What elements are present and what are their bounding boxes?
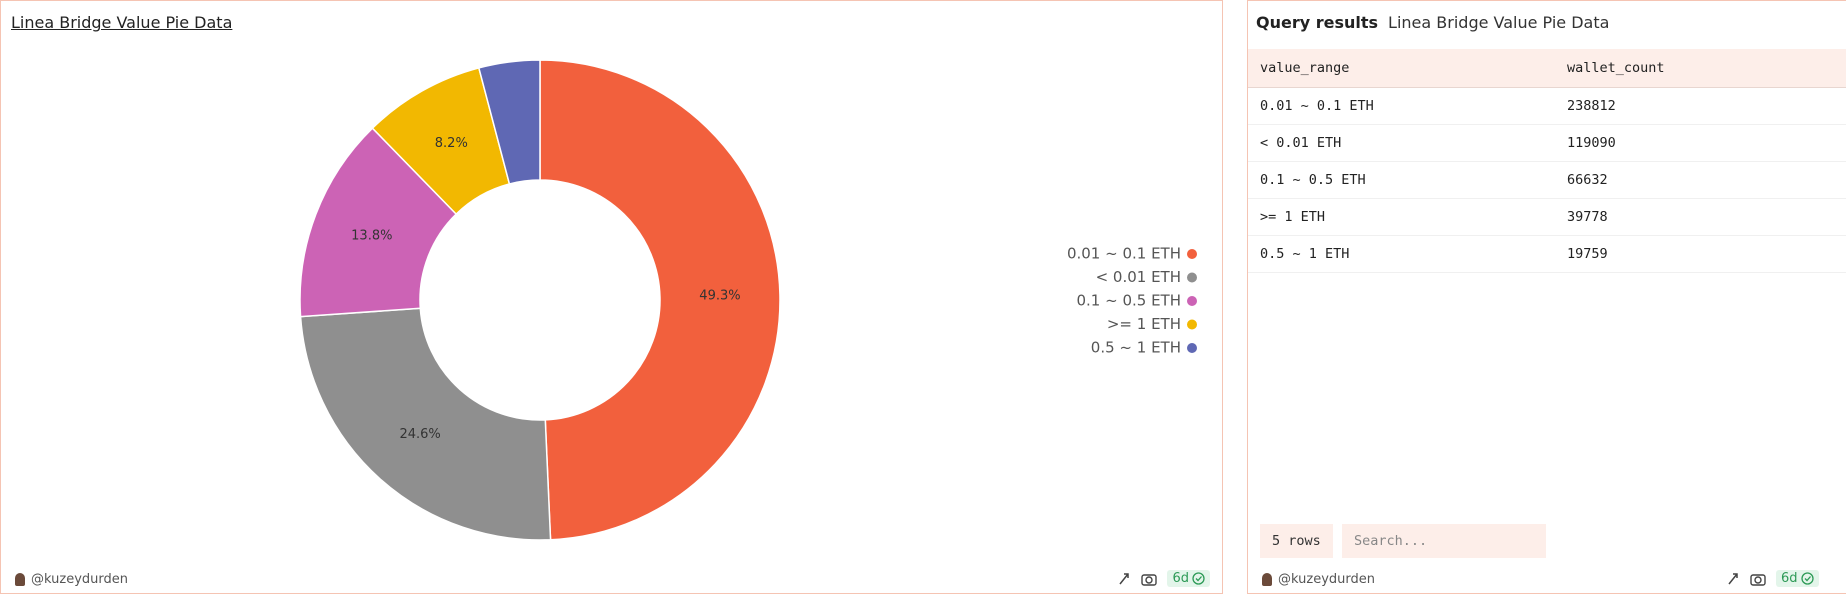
header-row: value_range wallet_count — [1248, 49, 1846, 88]
legend-swatch — [1187, 296, 1197, 306]
table-cell: 0.1 ~ 0.5 ETH — [1248, 161, 1566, 199]
query-heading: Query results — [1256, 13, 1379, 32]
legend-swatch — [1187, 249, 1197, 259]
author-name[interactable]: @kuzeydurden — [1278, 572, 1375, 587]
pie-slice — [539, 59, 781, 541]
chart: 49.3% 24.6% 13.8% 8.2% 0.01 ~ 0.1 ETH < 0.01 … — [299, 59, 1197, 541]
query-header: Query results Linea Bridge Value Pie Data — [1256, 13, 1609, 32]
author-name[interactable]: @kuzeydurden — [31, 572, 128, 587]
legend-swatch — [1187, 319, 1197, 330]
table-row: 0.5 ~ 1 ETH 19759 — [1248, 235, 1846, 273]
table-cell: < 0.01 ETH — [1248, 124, 1566, 162]
avatar — [1262, 573, 1272, 586]
footer-icons: 6d — [1726, 570, 1819, 587]
table-row: 0.01 ~ 0.1 ETH 238812 — [1248, 87, 1846, 125]
table-cell: 119090 — [1566, 124, 1846, 162]
age-badge[interactable]: 6d — [1167, 570, 1210, 587]
author[interactable]: @kuzeydurden — [1262, 572, 1375, 587]
author[interactable]: @kuzeydurden — [15, 572, 128, 587]
query-title: Linea Bridge Value Pie Data — [1388, 13, 1610, 32]
legend-label: 0.5 ~ 1 ETH — [1091, 339, 1181, 357]
column-header: wallet_count — [1566, 49, 1846, 88]
table-cell: >= 1 ETH — [1248, 198, 1566, 236]
legend-swatch — [1187, 343, 1197, 353]
avatar — [15, 573, 25, 586]
table-row: >= 1 ETH 39778 — [1248, 198, 1846, 236]
slice-label: 24.6% — [399, 427, 440, 442]
row-count: 5 rows — [1260, 524, 1333, 558]
query-panel: Query results Linea Bridge Value Pie Data… — [1247, 0, 1846, 594]
table-row: < 0.01 ETH 119090 — [1248, 124, 1846, 162]
pie-slice — [477, 59, 541, 185]
table-cell: 0.5 ~ 1 ETH — [1248, 235, 1566, 273]
camera-icon[interactable] — [1750, 572, 1766, 586]
legend-label: < 0.01 ETH — [1096, 268, 1181, 286]
column-header: value_range — [1248, 49, 1566, 88]
slice-label: 8.2% — [435, 136, 468, 151]
table-row: 0.1 ~ 0.5 ETH 66632 — [1248, 161, 1846, 199]
chart-title[interactable]: Linea Bridge Value Pie Data — [11, 13, 233, 32]
camera-icon[interactable] — [1141, 572, 1158, 586]
table-cell: 19759 — [1566, 235, 1846, 273]
slice-label: 13.8% — [351, 228, 392, 243]
slice-label: 49.3% — [699, 289, 740, 304]
pie-slice — [299, 307, 552, 541]
fork-icon[interactable] — [1117, 572, 1131, 586]
check-icon — [1192, 572, 1205, 585]
legend-swatch — [1187, 272, 1197, 283]
table-cell: 66632 — [1566, 161, 1846, 199]
check-icon — [1800, 572, 1814, 585]
table-cell: 238812 — [1566, 87, 1846, 125]
results-table: value_range wallet_count 0.01 ~ 0.1 ETH 238… — [1248, 49, 1846, 273]
age-badge[interactable]: 6d — [1776, 570, 1819, 587]
legend-label: 0.01 ~ 0.1 ETH — [1067, 245, 1181, 263]
age: 6d — [1172, 571, 1189, 586]
legend-label: 0.1 ~ 0.5 ETH — [1076, 292, 1181, 310]
fork-icon[interactable] — [1726, 572, 1740, 586]
search-input[interactable]: Search... — [1342, 524, 1546, 558]
footer-icons: 6d — [1117, 570, 1210, 587]
chart-panel: Linea Bridge Value Pie Data 49.3% 24.6% 13… — [0, 0, 1223, 594]
table-cell: 0.01 ~ 0.1 ETH — [1248, 87, 1566, 125]
pie-slice — [299, 127, 458, 318]
table-cell: 39778 — [1566, 198, 1846, 236]
age: 6d — [1781, 571, 1798, 586]
legend-label: >= 1 ETH — [1107, 315, 1181, 333]
